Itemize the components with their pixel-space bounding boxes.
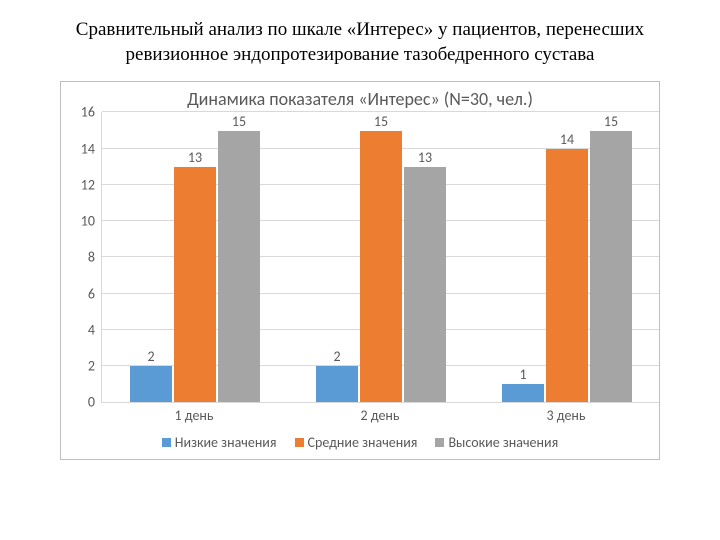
page: Сравнительный анализ по шкале «Интерес» …: [0, 0, 720, 540]
legend-swatch: [162, 438, 171, 447]
bar: 14: [546, 149, 588, 403]
legend-label: Низкие значения: [175, 434, 277, 451]
bar-value-label: 2: [333, 348, 340, 365]
y-tick-label: 0: [88, 394, 95, 411]
page-title: Сравнительный анализ по шкале «Интерес» …: [40, 18, 680, 67]
bar: 1: [502, 384, 544, 402]
plot-area: 213152151311415: [101, 112, 659, 403]
chart-container: Динамика показателя «Интерес» (N=30, чел…: [60, 81, 660, 460]
x-tick-label: 2 день: [287, 403, 473, 424]
y-tick-label: 16: [81, 104, 95, 121]
bar-value-label: 15: [232, 113, 246, 130]
bar-value-label: 13: [418, 149, 432, 166]
legend-item: Средние значения: [295, 434, 418, 451]
bar: 2: [130, 366, 172, 402]
legend-swatch: [295, 438, 304, 447]
legend-item: Низкие значения: [162, 434, 277, 451]
legend-item: Высокие значения: [435, 434, 558, 451]
plot-row: 0246810121416 213152151311415: [61, 112, 659, 403]
bar-group: 11415: [502, 131, 632, 403]
legend-label: Средние значения: [308, 434, 418, 451]
bar-value-label: 15: [374, 113, 388, 130]
x-axis: 1 день2 день3 день: [101, 403, 659, 424]
bar: 2: [316, 366, 358, 402]
chart-canvas: Динамика показателя «Интерес» (N=30, чел…: [60, 81, 660, 460]
y-axis: 0246810121416: [61, 112, 101, 402]
y-tick-label: 4: [88, 321, 95, 338]
y-tick-label: 8: [88, 249, 95, 266]
bar: 15: [590, 131, 632, 403]
legend: Низкие значения Средние значения Высокие з…: [61, 424, 659, 459]
bar-value-label: 15: [604, 113, 618, 130]
legend-swatch: [435, 438, 444, 447]
legend-label: Высокие значения: [448, 434, 558, 451]
bar-value-label: 14: [560, 131, 574, 148]
chart-title: Динамика показателя «Интерес» (N=30, чел…: [61, 82, 659, 112]
bar: 13: [174, 167, 216, 403]
bar-value-label: 2: [147, 348, 154, 365]
bar-value-label: 13: [188, 149, 202, 166]
y-tick-label: 6: [88, 285, 95, 302]
bar-group: 21315: [130, 131, 260, 403]
bar: 15: [360, 131, 402, 403]
x-tick-label: 1 день: [101, 403, 287, 424]
y-tick-label: 10: [81, 213, 95, 230]
y-tick-label: 14: [81, 140, 95, 157]
y-tick-label: 12: [81, 176, 95, 193]
bar-group: 21513: [316, 131, 446, 403]
bar: 15: [218, 131, 260, 403]
bar: 13: [404, 167, 446, 403]
bar-value-label: 1: [519, 366, 526, 383]
y-tick-label: 2: [88, 358, 95, 375]
x-tick-label: 3 день: [473, 403, 659, 424]
